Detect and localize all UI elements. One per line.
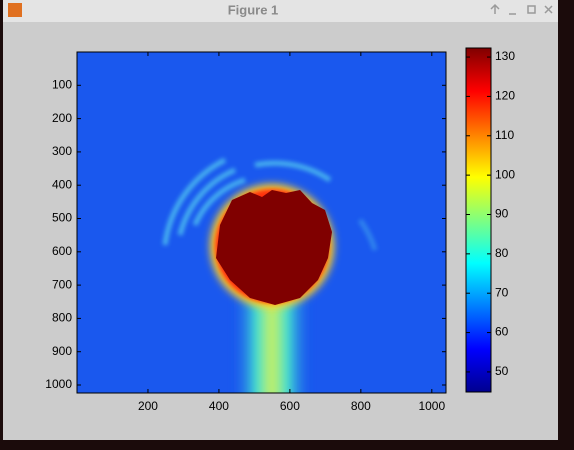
y-tick-label: 700	[52, 277, 72, 291]
colorbar	[465, 47, 492, 393]
x-tick-label: 800	[351, 399, 371, 413]
y-tick-label: 900	[52, 344, 72, 358]
colorbar-tick-label: 70	[495, 285, 509, 299]
title-bar	[3, 0, 558, 22]
colorbar-tick-label: 50	[495, 364, 509, 378]
y-tick-label: 100	[52, 77, 72, 91]
window-controls[interactable]	[490, 3, 553, 15]
colorbar-tick-label: 100	[495, 167, 515, 181]
y-tick-label: 1000	[45, 377, 72, 391]
y-tick-label: 400	[52, 177, 72, 191]
colorbar-tick-label: 130	[495, 49, 515, 63]
axes-box	[76, 51, 447, 394]
y-tick-label: 300	[52, 144, 72, 158]
x-tick-label: 600	[280, 399, 300, 413]
x-tick-label: 200	[138, 399, 158, 413]
y-tick-label: 500	[52, 211, 72, 225]
pin-button[interactable]	[490, 3, 500, 14]
y-tick-label: 600	[52, 244, 72, 258]
colorbar-tick-label: 80	[495, 246, 509, 260]
image	[77, 52, 446, 393]
colorbar-tick-label: 110	[495, 128, 514, 142]
x-tick-label: 1000	[418, 399, 445, 413]
window-title: Figure 1	[228, 2, 279, 17]
app-icon	[8, 3, 22, 17]
colorbar-tick-label: 120	[495, 89, 515, 103]
close-button[interactable]	[544, 5, 553, 14]
y-tick-label: 200	[52, 111, 72, 125]
colorbar-tick-label: 90	[495, 207, 509, 221]
x-tick-label: 400	[209, 399, 229, 413]
maximize-button[interactable]	[527, 5, 536, 14]
y-tick-label: 800	[52, 311, 72, 325]
colorbar-tick-label: 60	[495, 325, 509, 339]
